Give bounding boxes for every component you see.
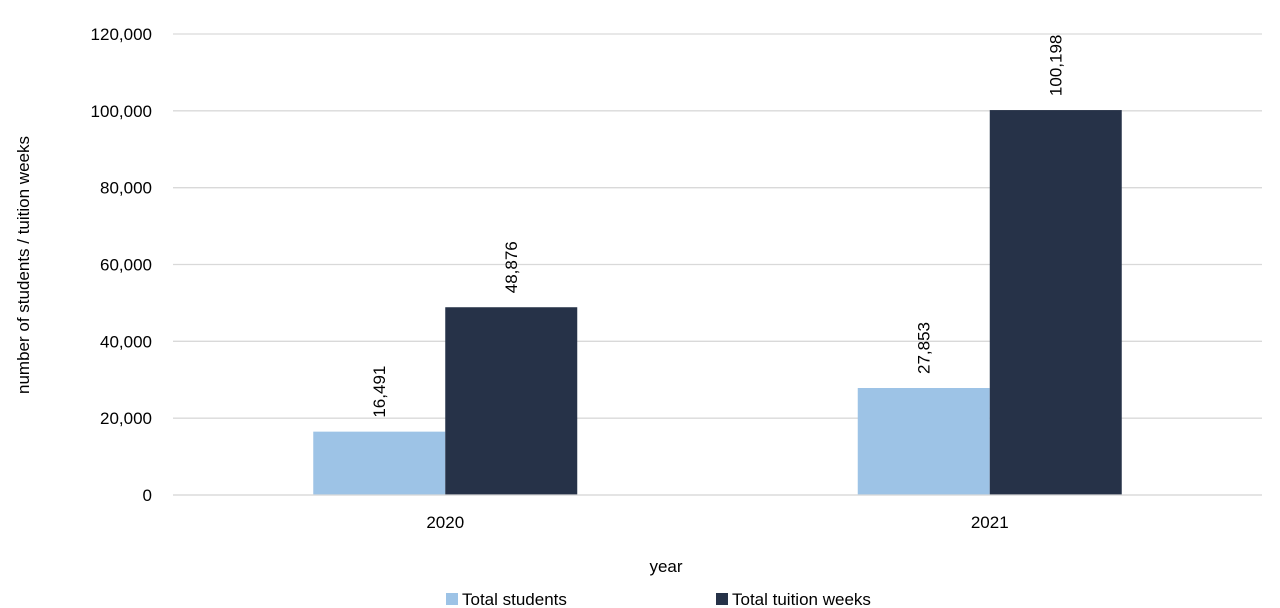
axes: 0 20,000 40,000 60,000 80,000 100,000 120,000 2… [91, 25, 1262, 532]
y-tick-label: 60,000 [100, 256, 152, 275]
bars [313, 110, 1122, 495]
y-tick-label: 20,000 [100, 409, 152, 428]
data-label: 100,198 [1047, 35, 1066, 96]
gridlines [173, 33, 1262, 496]
data-labels: 16,491 48,876 27,853 100,198 [370, 35, 1066, 418]
x-tick-label: 2021 [971, 513, 1009, 532]
x-axis-title: year [649, 557, 682, 576]
bar-total-tuition-weeks-2021 [989, 110, 1122, 495]
legend: Total students Total tuition weeks [446, 590, 871, 608]
data-label: 16,491 [370, 366, 389, 418]
y-tick-label: 120,000 [91, 25, 152, 44]
y-tick-label: 80,000 [100, 179, 152, 198]
legend-swatch [716, 593, 728, 605]
y-tick-label: 40,000 [100, 332, 152, 351]
legend-label: Total tuition weeks [732, 590, 871, 608]
data-label: 48,876 [502, 241, 521, 293]
legend-label: Total students [462, 590, 567, 608]
bar-total-tuition-weeks-2020 [445, 307, 578, 495]
y-axis-title: number of students / tuition weeks [14, 136, 33, 394]
y-tick-label: 100,000 [91, 102, 152, 121]
x-tick-label: 2020 [426, 513, 464, 532]
y-tick-label: 0 [143, 486, 152, 505]
data-label: 27,853 [915, 322, 934, 374]
bar-total-students-2020 [313, 431, 446, 495]
legend-swatch [446, 593, 458, 605]
bar-total-students-2021 [857, 387, 990, 495]
